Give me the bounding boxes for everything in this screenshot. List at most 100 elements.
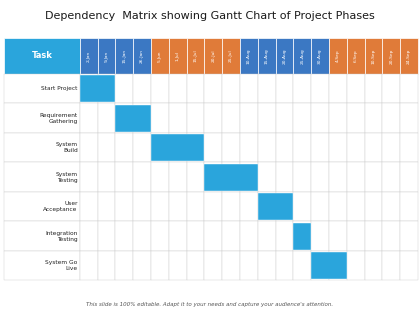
FancyBboxPatch shape <box>4 251 80 280</box>
FancyBboxPatch shape <box>293 133 311 163</box>
FancyBboxPatch shape <box>222 192 240 221</box>
Text: 20-Aug: 20-Aug <box>282 48 286 64</box>
FancyBboxPatch shape <box>400 163 418 192</box>
FancyBboxPatch shape <box>151 134 205 161</box>
FancyBboxPatch shape <box>186 74 205 104</box>
FancyBboxPatch shape <box>382 38 400 74</box>
FancyBboxPatch shape <box>240 163 258 192</box>
FancyBboxPatch shape <box>293 38 311 74</box>
FancyBboxPatch shape <box>258 38 276 74</box>
FancyBboxPatch shape <box>116 74 133 104</box>
FancyBboxPatch shape <box>382 163 400 192</box>
Text: 1-Jul: 1-Jul <box>176 51 180 61</box>
FancyBboxPatch shape <box>311 74 329 104</box>
FancyBboxPatch shape <box>240 133 258 163</box>
Text: 25-Aug: 25-Aug <box>300 48 304 64</box>
FancyBboxPatch shape <box>329 104 347 133</box>
FancyBboxPatch shape <box>258 74 276 104</box>
Text: 30-Aug: 30-Aug <box>318 48 322 64</box>
FancyBboxPatch shape <box>258 192 276 221</box>
FancyBboxPatch shape <box>169 163 186 192</box>
FancyBboxPatch shape <box>186 192 205 221</box>
FancyBboxPatch shape <box>151 221 169 251</box>
FancyBboxPatch shape <box>400 104 418 133</box>
FancyBboxPatch shape <box>311 251 329 280</box>
FancyBboxPatch shape <box>293 163 311 192</box>
FancyBboxPatch shape <box>4 221 80 251</box>
FancyBboxPatch shape <box>240 74 258 104</box>
FancyBboxPatch shape <box>311 221 329 251</box>
FancyBboxPatch shape <box>240 38 258 74</box>
FancyBboxPatch shape <box>329 74 347 104</box>
Text: 20-Sep: 20-Sep <box>389 48 393 64</box>
FancyBboxPatch shape <box>97 163 116 192</box>
FancyBboxPatch shape <box>169 221 186 251</box>
FancyBboxPatch shape <box>205 251 222 280</box>
Text: 25-Jul: 25-Jul <box>229 49 233 62</box>
FancyBboxPatch shape <box>222 104 240 133</box>
FancyBboxPatch shape <box>205 38 222 74</box>
FancyBboxPatch shape <box>151 74 169 104</box>
FancyBboxPatch shape <box>186 104 205 133</box>
FancyBboxPatch shape <box>293 74 311 104</box>
FancyBboxPatch shape <box>186 163 205 192</box>
FancyBboxPatch shape <box>293 223 311 250</box>
FancyBboxPatch shape <box>205 192 222 221</box>
FancyBboxPatch shape <box>347 104 365 133</box>
FancyBboxPatch shape <box>347 38 365 74</box>
FancyBboxPatch shape <box>80 38 97 74</box>
FancyBboxPatch shape <box>186 133 205 163</box>
FancyBboxPatch shape <box>205 221 222 251</box>
Text: System Go
Live: System Go Live <box>45 260 78 271</box>
FancyBboxPatch shape <box>329 251 347 280</box>
FancyBboxPatch shape <box>382 192 400 221</box>
FancyBboxPatch shape <box>382 104 400 133</box>
FancyBboxPatch shape <box>151 192 169 221</box>
FancyBboxPatch shape <box>151 251 169 280</box>
FancyBboxPatch shape <box>258 104 276 133</box>
FancyBboxPatch shape <box>169 104 186 133</box>
FancyBboxPatch shape <box>169 38 186 74</box>
FancyBboxPatch shape <box>276 74 293 104</box>
FancyBboxPatch shape <box>80 74 97 104</box>
FancyBboxPatch shape <box>240 192 258 221</box>
FancyBboxPatch shape <box>400 74 418 104</box>
FancyBboxPatch shape <box>365 133 382 163</box>
FancyBboxPatch shape <box>151 133 169 163</box>
FancyBboxPatch shape <box>258 221 276 251</box>
Text: 10-Aug: 10-Aug <box>247 48 251 64</box>
FancyBboxPatch shape <box>293 104 311 133</box>
FancyBboxPatch shape <box>151 38 169 74</box>
FancyBboxPatch shape <box>186 221 205 251</box>
FancyBboxPatch shape <box>4 74 80 104</box>
FancyBboxPatch shape <box>133 192 151 221</box>
FancyBboxPatch shape <box>97 251 116 280</box>
FancyBboxPatch shape <box>276 104 293 133</box>
Text: 4-Sep: 4-Sep <box>336 49 340 62</box>
FancyBboxPatch shape <box>382 221 400 251</box>
Text: 26-Jan: 26-Jan <box>140 49 144 63</box>
FancyBboxPatch shape <box>97 192 116 221</box>
FancyBboxPatch shape <box>116 192 133 221</box>
FancyBboxPatch shape <box>276 38 293 74</box>
FancyBboxPatch shape <box>311 252 347 279</box>
FancyBboxPatch shape <box>311 104 329 133</box>
FancyBboxPatch shape <box>365 251 382 280</box>
FancyBboxPatch shape <box>222 133 240 163</box>
FancyBboxPatch shape <box>347 133 365 163</box>
FancyBboxPatch shape <box>222 38 240 74</box>
FancyBboxPatch shape <box>365 74 382 104</box>
FancyBboxPatch shape <box>329 38 347 74</box>
FancyBboxPatch shape <box>276 133 293 163</box>
Text: 15-Jan: 15-Jan <box>122 49 126 63</box>
FancyBboxPatch shape <box>329 221 347 251</box>
FancyBboxPatch shape <box>240 251 258 280</box>
FancyBboxPatch shape <box>80 221 97 251</box>
FancyBboxPatch shape <box>186 38 205 74</box>
Text: Task: Task <box>32 51 52 60</box>
FancyBboxPatch shape <box>222 74 240 104</box>
Text: 24-Sep: 24-Sep <box>407 48 411 64</box>
FancyBboxPatch shape <box>222 163 240 192</box>
FancyBboxPatch shape <box>365 192 382 221</box>
FancyBboxPatch shape <box>382 251 400 280</box>
